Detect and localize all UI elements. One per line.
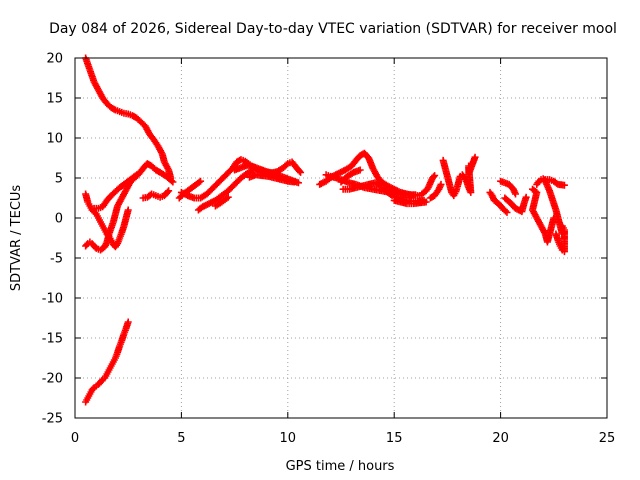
data-point (437, 180, 445, 188)
data-point (131, 172, 139, 180)
y-tick-label: -25 (42, 412, 63, 427)
series-prn-r (390, 196, 430, 208)
x-tick-label: 25 (599, 431, 616, 446)
y-axis-label: SDTVAR / TECUs (9, 185, 24, 292)
plot-frame (74, 57, 608, 419)
data-point (124, 206, 132, 214)
data-point (511, 190, 519, 198)
series-prn-e (139, 187, 173, 202)
data-point (297, 168, 305, 176)
data-point (503, 208, 511, 216)
data-point (502, 207, 510, 215)
data-point (431, 172, 439, 180)
data-point (558, 222, 566, 230)
y-tick-label: 20 (46, 52, 63, 67)
data-point (296, 167, 304, 175)
series-prn-f (82, 318, 132, 406)
series-prn-ab (552, 222, 568, 256)
y-tick-label: 10 (46, 132, 63, 147)
x-axis-label: GPS time / hours (286, 459, 395, 474)
y-tick-label: -10 (42, 292, 63, 307)
series-prn-s (418, 172, 439, 198)
data-point (169, 178, 177, 186)
data-point (164, 188, 172, 196)
series-prn-p (339, 179, 385, 193)
series-prn-o (337, 166, 364, 186)
series-prn-x (501, 193, 530, 216)
chart-title: Day 084 of 2026, Sidereal Day-to-day VTE… (49, 21, 617, 37)
series-prn-w (497, 177, 519, 198)
series-prn-aa (541, 176, 568, 189)
data-point (282, 161, 290, 169)
data-point (522, 193, 530, 201)
data-point (197, 177, 205, 185)
data-point (422, 198, 430, 206)
x-tick-label: 15 (386, 431, 403, 446)
data-point (411, 191, 419, 199)
series-prn-v (486, 188, 511, 216)
series-prn-y (529, 185, 558, 246)
series-prn-j (211, 193, 232, 210)
data-point (356, 166, 364, 174)
data-point (560, 181, 568, 189)
series-prn-u (439, 153, 479, 200)
data-point (387, 191, 395, 199)
series-prn-d (90, 171, 141, 212)
data-point (224, 193, 232, 201)
data-point (471, 153, 479, 161)
y-tick-label: -15 (42, 332, 63, 347)
x-tick-label: 0 (71, 431, 79, 446)
data-point (195, 178, 203, 186)
y-tick-label: 15 (46, 92, 63, 107)
x-tick-label: 20 (492, 431, 509, 446)
series-prn-t (426, 180, 445, 202)
data-point (165, 187, 173, 195)
series-prn-z (533, 175, 566, 238)
y-tick-label: 0 (55, 212, 63, 227)
x-tick-label: 5 (177, 431, 185, 446)
series-prn-h (175, 177, 205, 202)
data-point (124, 318, 132, 326)
data-point (430, 173, 438, 181)
y-tick-label: 5 (55, 172, 63, 187)
x-tick-label: 10 (280, 431, 297, 446)
data-point (290, 178, 298, 186)
data-point (133, 171, 141, 179)
y-tick-label: -20 (42, 372, 63, 387)
y-tick-label: -5 (50, 252, 63, 267)
data-point (168, 177, 176, 185)
series-prn-l (245, 171, 298, 186)
